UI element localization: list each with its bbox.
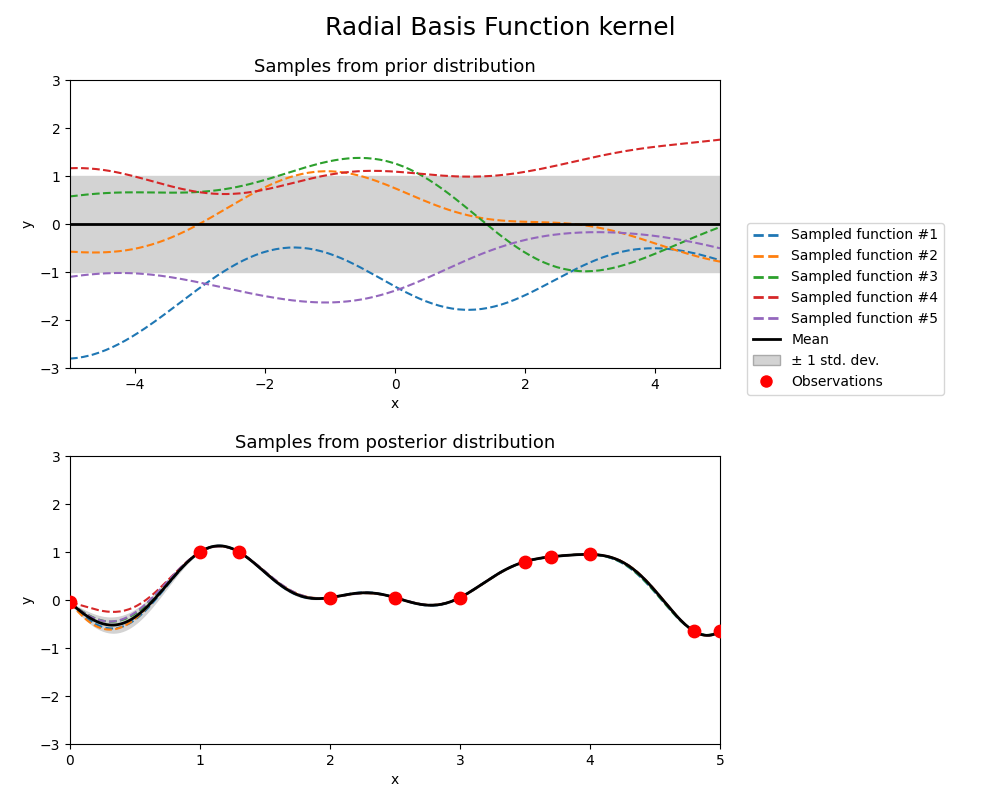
Sampled function #1 bbox=[237, 256, 249, 266]
Sampled function #3 bbox=[103, 188, 115, 198]
Sampled function #1 bbox=[185, 290, 197, 299]
Sampled function #1 bbox=[714, 255, 726, 265]
Sampled function #2 bbox=[64, 246, 76, 256]
Sampled function #2 bbox=[714, 256, 726, 266]
Sampled function #2 bbox=[185, 223, 197, 233]
Sampled function #4 bbox=[185, 186, 197, 196]
Sampled function #3 bbox=[90, 189, 102, 198]
Sampled function #5 bbox=[237, 287, 249, 297]
Sampled function #3 bbox=[185, 188, 197, 198]
Sampled function #3 bbox=[688, 233, 700, 242]
Sampled function #4 bbox=[90, 164, 102, 174]
Point bbox=[231, 546, 247, 558]
Sampled function #1 bbox=[662, 244, 674, 254]
Point bbox=[452, 591, 468, 604]
Sampled function #4 bbox=[64, 164, 76, 174]
Title: Samples from prior distribution: Samples from prior distribution bbox=[254, 58, 536, 76]
Point bbox=[543, 550, 559, 563]
Sampled function #4 bbox=[103, 166, 115, 175]
Sampled function #1 bbox=[64, 354, 76, 363]
Sampled function #5 bbox=[665, 234, 677, 243]
Sampled function #5 bbox=[319, 298, 331, 307]
Line: Sampled function #5: Sampled function #5 bbox=[70, 232, 720, 302]
Mean bbox=[103, 219, 115, 229]
Sampled function #1 bbox=[103, 344, 115, 354]
Sampled function #3 bbox=[580, 266, 592, 276]
Y-axis label: y: y bbox=[20, 596, 34, 604]
Sampled function #3 bbox=[64, 193, 76, 202]
Mean bbox=[658, 219, 670, 229]
Sampled function #5 bbox=[185, 276, 197, 286]
Point bbox=[686, 625, 702, 638]
Sampled function #2 bbox=[662, 243, 674, 253]
Mean bbox=[90, 219, 102, 229]
Point bbox=[62, 596, 78, 609]
Mean bbox=[185, 219, 197, 229]
Legend: Sampled function #1, Sampled function #2, Sampled function #3, Sampled function : Sampled function #1, Sampled function #2… bbox=[747, 223, 944, 394]
Point bbox=[322, 591, 338, 604]
Sampled function #5 bbox=[90, 269, 102, 278]
Sampled function #5 bbox=[714, 243, 726, 253]
Mean bbox=[64, 219, 76, 229]
Mean bbox=[237, 219, 249, 229]
Sampled function #4 bbox=[662, 140, 674, 150]
Sampled function #4 bbox=[685, 138, 697, 147]
Title: Samples from posterior distribution: Samples from posterior distribution bbox=[235, 434, 555, 452]
Y-axis label: y: y bbox=[20, 220, 34, 228]
Point bbox=[517, 555, 533, 568]
Sampled function #2 bbox=[237, 194, 249, 204]
Point bbox=[192, 546, 208, 558]
Sampled function #1 bbox=[289, 242, 301, 252]
Sampled function #3 bbox=[355, 153, 367, 162]
Mean bbox=[714, 219, 726, 229]
Sampled function #2 bbox=[322, 166, 334, 176]
Point bbox=[387, 591, 403, 604]
Sampled function #2 bbox=[685, 250, 697, 260]
Sampled function #1 bbox=[685, 248, 697, 258]
Sampled function #5 bbox=[64, 272, 76, 282]
Sampled function #1 bbox=[90, 349, 102, 358]
Sampled function #3 bbox=[237, 181, 249, 190]
Point bbox=[712, 625, 728, 638]
Sampled function #5 bbox=[688, 238, 700, 247]
X-axis label: x: x bbox=[391, 774, 399, 787]
Mean bbox=[681, 219, 693, 229]
Sampled function #2 bbox=[103, 247, 115, 257]
Sampled function #5 bbox=[103, 268, 115, 278]
Sampled function #4 bbox=[240, 188, 252, 198]
Line: Sampled function #2: Sampled function #2 bbox=[70, 171, 720, 261]
Sampled function #5 bbox=[590, 227, 602, 237]
Line: Sampled function #3: Sampled function #3 bbox=[70, 158, 720, 271]
Sampled function #3 bbox=[714, 222, 726, 232]
Point bbox=[582, 548, 598, 561]
Sampled function #2 bbox=[90, 248, 102, 258]
Sampled function #3 bbox=[665, 242, 677, 252]
Sampled function #4 bbox=[714, 136, 726, 146]
Sampled function #4 bbox=[218, 189, 230, 198]
Line: Sampled function #1: Sampled function #1 bbox=[70, 247, 720, 358]
Text: Radial Basis Function kernel: Radial Basis Function kernel bbox=[325, 16, 675, 40]
X-axis label: x: x bbox=[391, 398, 399, 411]
Line: Sampled function #4: Sampled function #4 bbox=[70, 141, 720, 194]
